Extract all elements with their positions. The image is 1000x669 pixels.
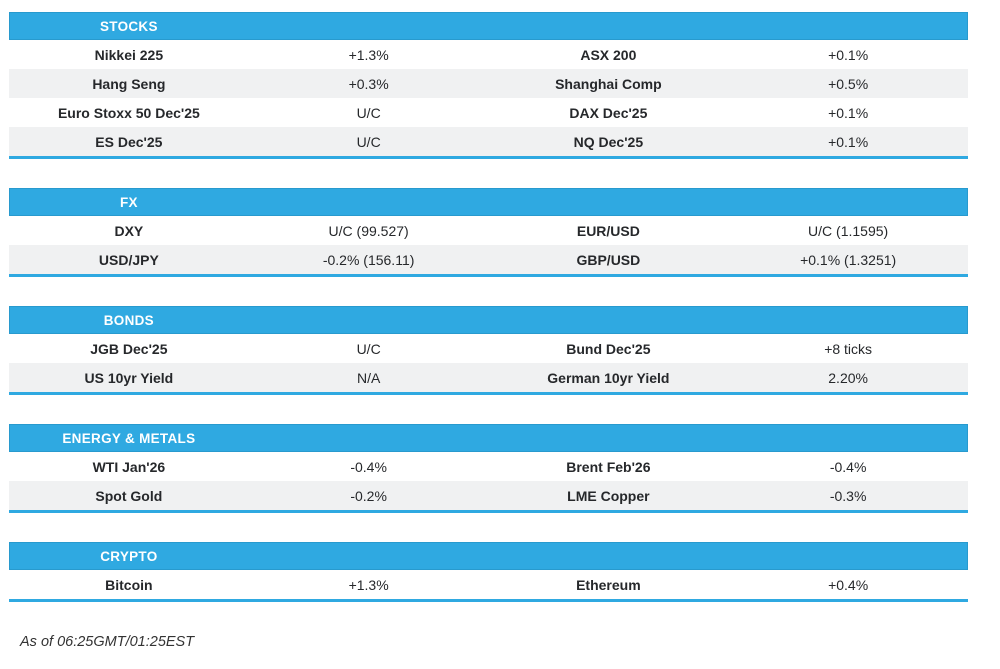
instrument-label: DAX Dec'25 xyxy=(569,104,648,121)
instrument-label: Hang Seng xyxy=(92,75,166,92)
instrument-value: 2.20% xyxy=(828,369,868,386)
instrument-label: GBP/USD xyxy=(576,251,641,268)
instrument-label: Ethereum xyxy=(576,576,641,593)
instrument-label: NQ Dec'25 xyxy=(573,133,644,150)
instrument-label: US 10yr Yield xyxy=(84,369,174,386)
instrument-value: N/A xyxy=(356,369,381,386)
instrument-label: EUR/USD xyxy=(576,222,640,239)
instrument-value: -0.2% (156.11) xyxy=(322,251,415,268)
instrument-label: JGB Dec'25 xyxy=(90,340,168,357)
section-energy-metals: ENERGY & METALS WTI Jan'26 -0.4% Brent F… xyxy=(9,424,968,513)
section-header: STOCKS xyxy=(9,12,968,40)
table-row: Spot Gold -0.2% LME Copper -0.3% xyxy=(9,481,968,510)
section-crypto: CRYPTO Bitcoin +1.3% Ethereum +0.4% xyxy=(9,542,968,602)
section-header: ENERGY & METALS xyxy=(9,424,968,452)
table-row: DXY U/C (99.527) EUR/USD U/C (1.1595) xyxy=(9,216,968,245)
section-rows: WTI Jan'26 -0.4% Brent Feb'26 -0.4% Spot… xyxy=(9,452,968,510)
instrument-value: +1.3% xyxy=(348,576,389,593)
instrument-label: Bund Dec'25 xyxy=(566,340,651,357)
instrument-value: +0.5% xyxy=(828,75,869,92)
section-title: ENERGY & METALS xyxy=(62,430,196,446)
section-title: FX xyxy=(119,194,138,210)
section-stocks: STOCKS Nikkei 225 +1.3% ASX 200 +0.1% Ha… xyxy=(9,12,968,159)
table-row: Hang Seng +0.3% Shanghai Comp +0.5% xyxy=(9,69,968,98)
table-row: Bitcoin +1.3% Ethereum +0.4% xyxy=(9,570,968,599)
instrument-value: U/C (99.527) xyxy=(328,222,409,239)
instrument-label: Bitcoin xyxy=(105,576,153,593)
instrument-value: -0.2% xyxy=(350,487,387,504)
instrument-value: U/C xyxy=(356,104,381,121)
table-row: JGB Dec'25 U/C Bund Dec'25 +8 ticks xyxy=(9,334,968,363)
instrument-value: +0.3% xyxy=(348,75,389,92)
instrument-label: Shanghai Comp xyxy=(555,75,662,92)
instrument-value: +0.1% (1.3251) xyxy=(800,251,897,268)
section-rows: Bitcoin +1.3% Ethereum +0.4% xyxy=(9,570,968,599)
instrument-label: DXY xyxy=(114,222,144,239)
section-fx: FX DXY U/C (99.527) EUR/USD U/C (1.1595)… xyxy=(9,188,968,277)
instrument-label: Brent Feb'26 xyxy=(566,458,651,475)
instrument-value: -0.4% xyxy=(829,458,867,475)
instrument-value: U/C xyxy=(356,340,381,357)
instrument-label: Nikkei 225 xyxy=(94,46,164,63)
instrument-value: +8 ticks xyxy=(824,340,873,357)
section-title: STOCKS xyxy=(99,18,158,34)
section-title: CRYPTO xyxy=(100,548,158,564)
section-header: CRYPTO xyxy=(9,542,968,570)
section-rows: JGB Dec'25 U/C Bund Dec'25 +8 ticks US 1… xyxy=(9,334,968,392)
instrument-value: +0.1% xyxy=(828,104,869,121)
instrument-label: ASX 200 xyxy=(580,46,637,63)
instrument-label: Spot Gold xyxy=(95,487,163,504)
instrument-label: WTI Jan'26 xyxy=(92,458,166,475)
instrument-value: +1.3% xyxy=(348,46,389,63)
instrument-label: USD/JPY xyxy=(98,251,159,268)
section-title: BONDS xyxy=(103,312,154,328)
instrument-value: +0.1% xyxy=(828,46,869,63)
instrument-value: U/C (1.1595) xyxy=(808,222,889,239)
table-row: WTI Jan'26 -0.4% Brent Feb'26 -0.4% xyxy=(9,452,968,481)
instrument-value: -0.4% xyxy=(350,458,387,475)
instrument-label: ES Dec'25 xyxy=(95,133,163,150)
timestamp-note: As of 06:25GMT/01:25EST xyxy=(20,634,195,650)
table-row: ES Dec'25 U/C NQ Dec'25 +0.1% xyxy=(9,127,968,156)
instrument-value: U/C xyxy=(356,133,381,150)
instrument-label: German 10yr Yield xyxy=(547,369,670,386)
section-header: FX xyxy=(9,188,968,216)
table-row: US 10yr Yield N/A German 10yr Yield 2.20… xyxy=(9,363,968,392)
table-row: USD/JPY -0.2% (156.11) GBP/USD +0.1% (1.… xyxy=(9,245,968,274)
section-rows: DXY U/C (99.527) EUR/USD U/C (1.1595) US… xyxy=(9,216,968,274)
instrument-label: Euro Stoxx 50 Dec'25 xyxy=(57,104,200,121)
section-rows: Nikkei 225 +1.3% ASX 200 +0.1% Hang Seng… xyxy=(9,40,968,156)
table-row: Nikkei 225 +1.3% ASX 200 +0.1% xyxy=(9,40,968,69)
table-row: Euro Stoxx 50 Dec'25 U/C DAX Dec'25 +0.1… xyxy=(9,98,968,127)
instrument-label: LME Copper xyxy=(567,487,650,504)
instrument-value: +0.1% xyxy=(828,133,869,150)
instrument-value: +0.4% xyxy=(828,576,869,593)
market-wrap-table: STOCKS Nikkei 225 +1.3% ASX 200 +0.1% Ha… xyxy=(9,12,968,650)
section-bonds: BONDS JGB Dec'25 U/C Bund Dec'25 +8 tick… xyxy=(9,306,968,395)
section-header: BONDS xyxy=(9,306,968,334)
instrument-value: -0.3% xyxy=(829,487,867,504)
